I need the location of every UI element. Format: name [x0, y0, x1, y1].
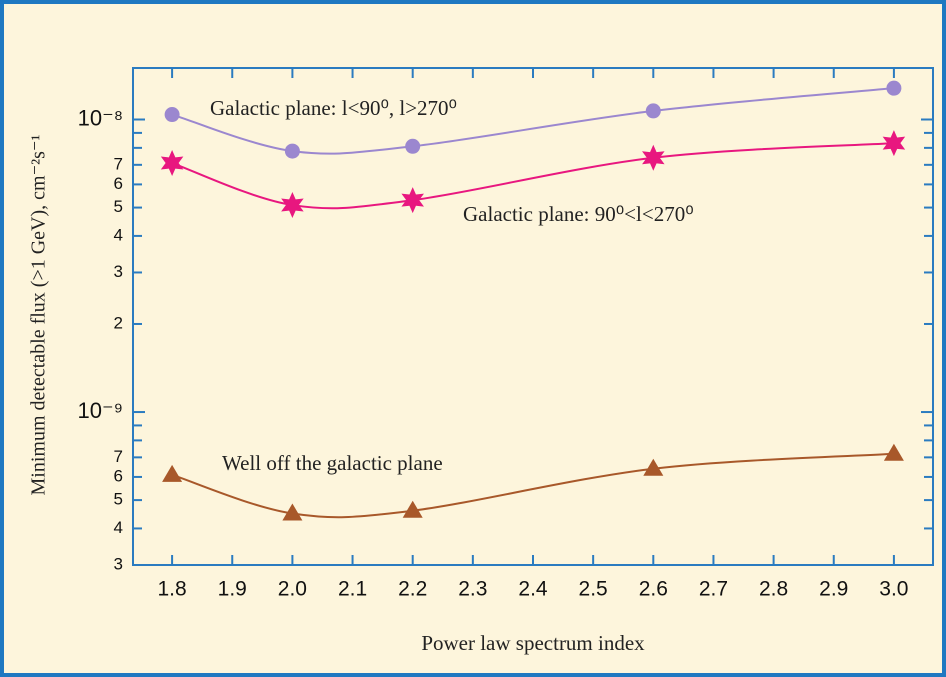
marker	[160, 150, 184, 177]
y-tick-label: 6	[114, 174, 123, 193]
x-tick-label: 1.9	[218, 578, 247, 601]
marker	[402, 500, 423, 518]
y-tick-label: 10⁻⁹	[77, 398, 123, 423]
x-tick-label: 2.8	[759, 578, 788, 601]
marker	[645, 103, 661, 119]
marker	[281, 192, 304, 219]
x-tick-label: 2.0	[278, 578, 307, 601]
x-tick-label: 2.3	[458, 578, 487, 601]
x-tick-label: 1.8	[157, 578, 186, 601]
series-line	[171, 142, 894, 210]
marker	[883, 443, 904, 461]
marker	[643, 458, 664, 476]
y-tick-label: 6	[114, 466, 123, 485]
y-tick-label: 10⁻⁸	[78, 105, 123, 130]
x-tick-label: 3.0	[879, 578, 908, 601]
x-tick-label: 2.7	[699, 578, 728, 601]
series-line	[171, 452, 894, 519]
series-label: Galactic plane: 90⁰<l<270⁰	[463, 202, 694, 226]
y-tick-label: 7	[114, 154, 123, 173]
marker	[164, 107, 180, 123]
x-axis-label: Power law spectrum index	[421, 631, 645, 655]
x-tick-label: 2.9	[819, 578, 848, 601]
y-tick-label: 5	[114, 490, 123, 509]
y-axis-label: Minimum detectable flux (>1 GeV), cm⁻²s⁻…	[28, 135, 50, 496]
x-tick-label: 2.4	[518, 578, 548, 601]
series-label: Well off the galactic plane	[222, 451, 443, 475]
y-tick-label: 2	[114, 313, 123, 332]
series-line	[171, 87, 894, 155]
marker	[405, 138, 421, 154]
marker	[882, 130, 906, 157]
marker	[282, 503, 303, 521]
marker	[886, 80, 902, 96]
y-tick-label: 7	[114, 447, 123, 466]
x-tick-label: 2.6	[639, 578, 668, 601]
marker	[401, 187, 424, 214]
marker	[284, 143, 300, 159]
y-tick-label: 4	[114, 225, 123, 244]
y-tick-label: 3	[114, 262, 123, 281]
y-tick-label: 3	[114, 554, 123, 573]
x-tick-label: 2.1	[338, 578, 367, 601]
y-tick-label: 4	[114, 518, 123, 537]
x-tick-label: 2.2	[398, 578, 427, 601]
marker	[642, 144, 665, 171]
marker	[162, 464, 183, 482]
y-tick-label: 5	[114, 197, 123, 216]
series-label: Galactic plane: l<90⁰, l>270⁰	[210, 96, 457, 120]
x-tick-label: 2.5	[579, 578, 608, 601]
